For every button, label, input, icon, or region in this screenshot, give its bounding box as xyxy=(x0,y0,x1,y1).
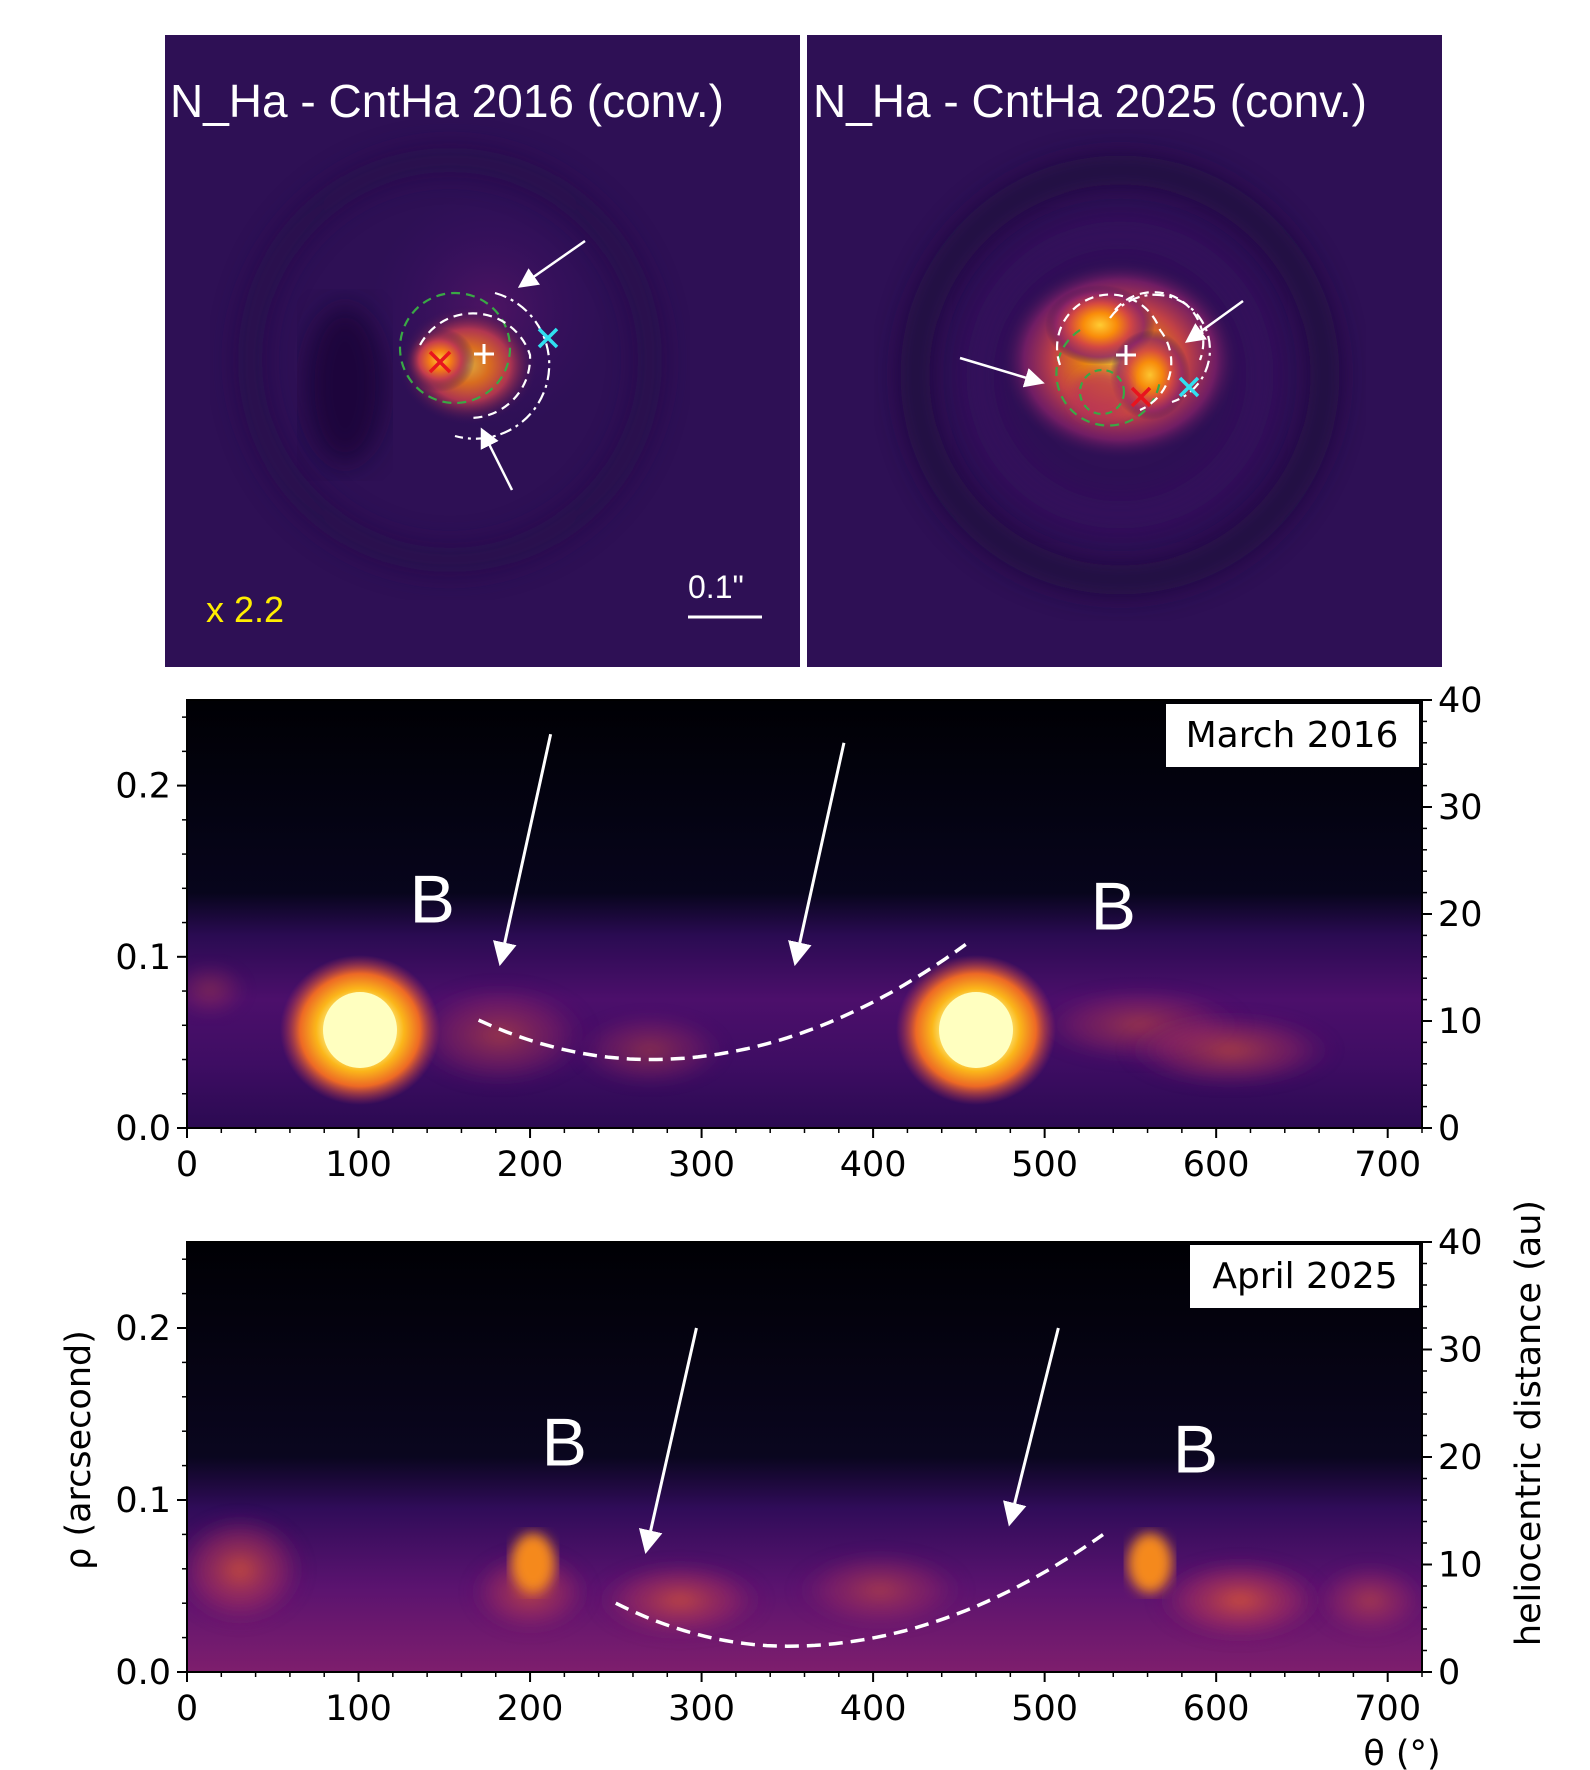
y2-tick-label: 30 xyxy=(1438,1331,1483,1371)
y-tick-label: 0.1 xyxy=(115,938,171,978)
x-tick-label: 300 xyxy=(668,1689,735,1729)
dashed-curve xyxy=(477,942,967,1062)
white-dashed-circle-2025 xyxy=(1055,293,1173,412)
dashed-curve xyxy=(615,1533,1104,1648)
arrow-2025-right xyxy=(1184,299,1244,343)
red-x-marker-2025 xyxy=(1130,386,1152,408)
plus-marker xyxy=(474,344,494,364)
date-label-2016: March 2016 xyxy=(1186,715,1399,756)
arrow-2025-left xyxy=(959,356,1045,388)
y2-tick-label: 10 xyxy=(1438,1546,1483,1586)
red-x-marker xyxy=(428,350,452,374)
y-tick-label: 0.2 xyxy=(115,1309,171,1349)
y2-tick-label: 20 xyxy=(1438,1438,1483,1478)
green-small-circle xyxy=(1078,368,1126,416)
cyan-x-marker-2025 xyxy=(1178,376,1200,398)
x-axis-label: θ (°) xyxy=(1363,1734,1440,1770)
y-tick-label: 0.2 xyxy=(115,767,171,807)
green-dashed-arc xyxy=(1055,329,1162,427)
date-box-2016 xyxy=(1166,704,1419,767)
panel-title-2016: N_Ha - CntHa 2016 (conv.) xyxy=(170,75,724,127)
y2-axis-label: heliocentric distance (au) xyxy=(1509,1200,1549,1646)
x-tick-label: 100 xyxy=(325,1689,392,1729)
plus-marker-2025 xyxy=(1116,345,1136,365)
y2-tick-label: 10 xyxy=(1438,1002,1483,1042)
y2-tick-label: 40 xyxy=(1438,1223,1483,1263)
x-tick-label: 500 xyxy=(1011,1145,1078,1185)
cyan-x-marker xyxy=(537,327,559,349)
y2-tick-label: 0 xyxy=(1438,1109,1460,1149)
annotation-arrow xyxy=(788,742,846,967)
date-box-2025 xyxy=(1190,1245,1419,1308)
arrow-2016-lower xyxy=(480,427,514,491)
y2-tick-label: 30 xyxy=(1438,788,1483,828)
x-tick-label: 500 xyxy=(1011,1689,1078,1729)
white-dashdot-circle xyxy=(454,291,551,440)
date-label-2025: April 2025 xyxy=(1212,1256,1397,1297)
x-tick-label: 0 xyxy=(176,1145,198,1185)
x-tick-label: 700 xyxy=(1354,1689,1421,1729)
x-tick-label: 100 xyxy=(325,1145,392,1185)
x-tick-label: 400 xyxy=(840,1689,907,1729)
panel-divider xyxy=(800,35,807,667)
b-label: B xyxy=(1173,1411,1218,1487)
image-panel-2025: N_Ha - CntHa 2025 (conv.) xyxy=(807,35,1442,667)
y2-tick-label: 0 xyxy=(1438,1653,1460,1693)
y2-tick-label: 40 xyxy=(1438,681,1483,721)
heatmap-2-axes: 0 100 200 300 400 500 600 700 0.0 0.1 0.2 0 10 20 30 40 xyxy=(115,1223,1482,1729)
annotation-arrow xyxy=(493,733,553,967)
y-tick-label: 0.1 xyxy=(115,1481,171,1521)
arrow-2016-upper xyxy=(517,239,586,288)
x-tick-label: 700 xyxy=(1354,1145,1421,1185)
x-tick-label: 600 xyxy=(1183,1145,1250,1185)
x-tick-label: 300 xyxy=(668,1145,735,1185)
image-panel-2016: N_Ha - CntHa 2016 (conv.) x 2.2 0.1" xyxy=(165,35,800,667)
x-tick-label: 400 xyxy=(840,1145,907,1185)
b-label: B xyxy=(542,1405,587,1481)
y-tick-label: 0.0 xyxy=(115,1109,171,1149)
y-axis-label: ρ (arcsecond) xyxy=(59,1330,99,1570)
green-dashed-circle xyxy=(398,291,512,405)
annotation-arrow xyxy=(1003,1327,1060,1527)
y2-tick-label: 20 xyxy=(1438,895,1483,935)
x-tick-label: 200 xyxy=(497,1689,564,1729)
white-dashed-circle xyxy=(419,312,532,420)
x-tick-label: 600 xyxy=(1183,1689,1250,1729)
x-tick-label: 200 xyxy=(497,1145,564,1185)
y-tick-label: 0.0 xyxy=(115,1653,171,1693)
b-label: B xyxy=(410,862,455,938)
panel-title-2025: N_Ha - CntHa 2025 (conv.) xyxy=(813,75,1367,127)
b-label: B xyxy=(1091,868,1136,944)
scale-factor-label: x 2.2 xyxy=(206,589,284,630)
annotation-arrow xyxy=(638,1327,698,1555)
x-tick-label: 0 xyxy=(176,1689,198,1729)
scale-bar-label: 0.1" xyxy=(688,569,744,605)
heatmap-1-axes: 0 100 200 300 400 500 600 700 0.0 0.1 0.2 0 10 20 30 40 xyxy=(115,681,1482,1185)
